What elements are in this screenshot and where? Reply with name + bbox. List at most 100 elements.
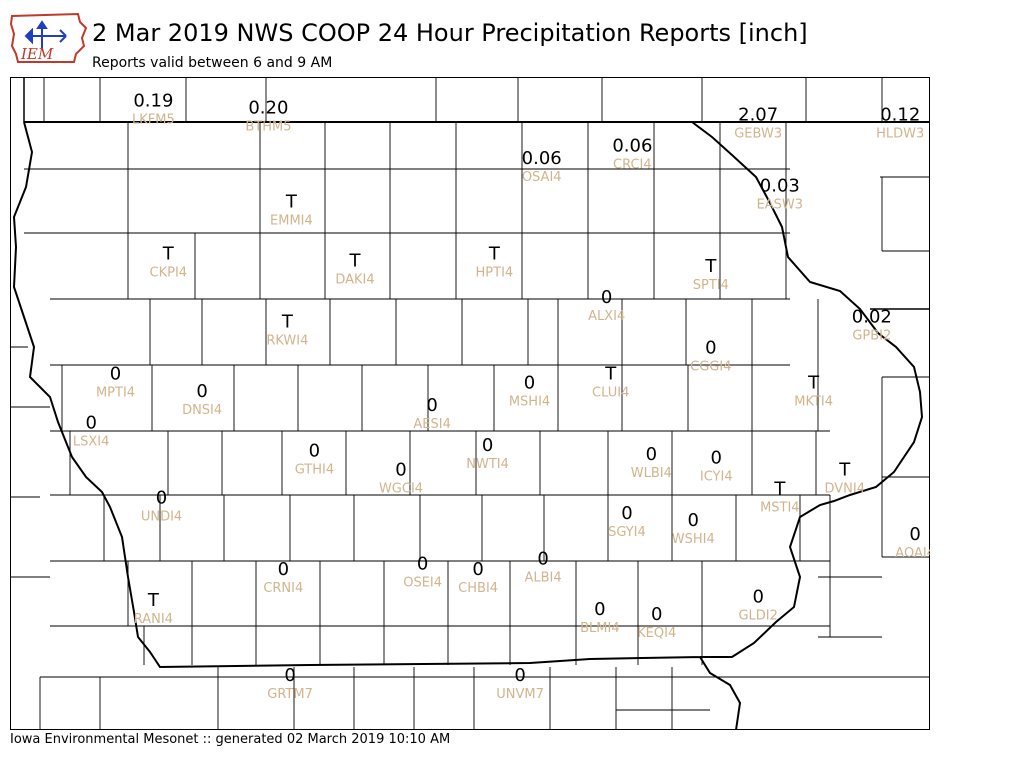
station-value: 0 xyxy=(426,395,437,416)
station-id: LSXI4 xyxy=(73,434,110,449)
station-id: WLBI4 xyxy=(631,466,672,481)
station-id: CGGI4 xyxy=(690,360,731,375)
weather-vane-icon xyxy=(24,20,67,48)
station-id: EMMI4 xyxy=(270,213,313,228)
station-value: 0 xyxy=(601,287,612,308)
station-id: CKPI4 xyxy=(150,266,188,281)
station-value: 0 xyxy=(110,364,121,385)
station-id: ALBI4 xyxy=(524,570,561,585)
station-value: 0 xyxy=(688,510,699,531)
station-value: 0 xyxy=(417,554,428,575)
station-id: BTHM5 xyxy=(245,119,291,134)
station-id: GPBI2 xyxy=(852,328,891,343)
station-id: OSEI4 xyxy=(403,576,442,591)
station-id: UNDI4 xyxy=(141,509,182,524)
station-id: HPTI4 xyxy=(476,266,514,281)
station-value: 0 xyxy=(85,412,96,433)
station-id: RKWI4 xyxy=(266,333,308,348)
station-value: 0 xyxy=(705,338,716,359)
station-value: 0 xyxy=(646,444,657,465)
map-title: 2 Mar 2019 NWS COOP 24 Hour Precipitatio… xyxy=(92,19,808,47)
station-id: MKTI4 xyxy=(794,394,833,409)
station-id: AESI4 xyxy=(413,417,450,432)
station-id: CRCI4 xyxy=(613,158,652,173)
station-value: 0.06 xyxy=(612,136,652,157)
station-id: MPTI4 xyxy=(96,386,135,401)
station-id: CRNI4 xyxy=(263,581,303,596)
station-id: DAKI4 xyxy=(335,273,374,288)
station-value: 0.02 xyxy=(852,306,892,327)
station-id: ICYI4 xyxy=(700,469,733,484)
station-value: T xyxy=(285,191,298,212)
station-value: 0.19 xyxy=(133,90,173,111)
station-id: GLDI2 xyxy=(738,609,777,624)
station-value: 0 xyxy=(395,460,406,481)
station-value: T xyxy=(162,244,175,265)
station-value: T xyxy=(838,460,851,481)
station-id: WGCI4 xyxy=(379,482,423,497)
station-id: AOAI4 xyxy=(895,546,930,561)
state-border-mn-wi xyxy=(23,77,930,310)
station-id: UNVM7 xyxy=(496,687,544,702)
station-id: OSAI4 xyxy=(522,170,562,185)
station-id: MSHI4 xyxy=(509,394,550,409)
station-value: 0 xyxy=(156,487,167,508)
map-footer: Iowa Environmental Mesonet :: generated … xyxy=(10,732,451,747)
station-value: 0 xyxy=(711,447,722,468)
station-value: 0 xyxy=(524,372,535,393)
station-id: HLDW3 xyxy=(876,126,924,141)
station-value: 0 xyxy=(472,559,483,580)
station-value: 0 xyxy=(514,665,525,686)
station-value: 0.20 xyxy=(248,97,288,118)
station-id: DNSI4 xyxy=(182,403,222,418)
station-id: WSHI4 xyxy=(672,532,715,547)
station-value: 0 xyxy=(651,604,662,625)
station-id: RANI4 xyxy=(134,612,173,627)
station-value: 0 xyxy=(537,548,548,569)
map-subtitle: Reports valid between 6 and 9 AM xyxy=(92,55,333,71)
station-id: GRTM7 xyxy=(267,687,313,702)
station-value: 0 xyxy=(278,559,289,580)
station-id: EASW3 xyxy=(757,198,803,213)
station-value: 0 xyxy=(196,381,207,402)
station-value: T xyxy=(704,256,717,277)
station-value: 0 xyxy=(284,665,295,686)
station-value: 0 xyxy=(594,599,605,620)
station-value: 0.03 xyxy=(760,176,800,197)
station-value: 0 xyxy=(482,435,493,456)
station-id: CLUI4 xyxy=(592,386,629,401)
station-value: 0 xyxy=(309,440,320,461)
station-id: SGYI4 xyxy=(608,525,646,540)
